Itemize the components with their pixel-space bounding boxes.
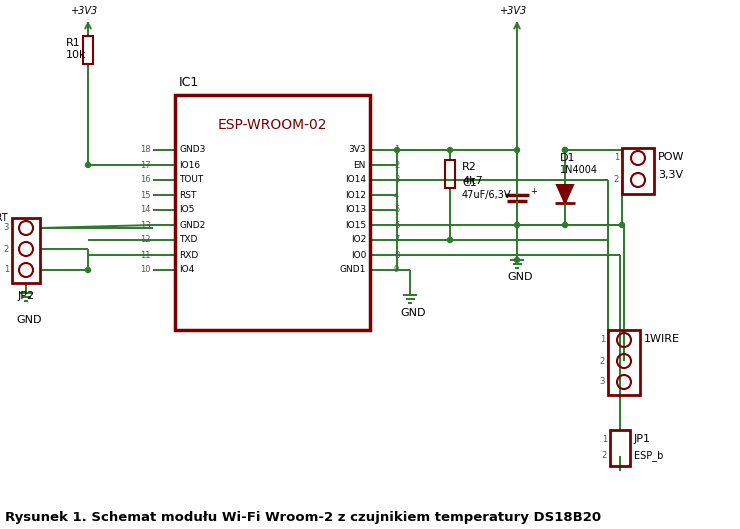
Circle shape [86, 162, 90, 168]
Text: 3: 3 [4, 223, 9, 233]
Text: 11: 11 [141, 251, 151, 260]
Text: 4k7: 4k7 [462, 176, 482, 186]
Text: Rysunek 1. Schemat modułu Wi-Fi Wroom-2 z czujnikiem temperatury DS18B20: Rysunek 1. Schemat modułu Wi-Fi Wroom-2 … [5, 510, 601, 524]
Circle shape [86, 268, 90, 272]
Circle shape [562, 223, 568, 227]
Text: 8: 8 [394, 251, 400, 260]
Text: 3: 3 [599, 378, 605, 387]
Text: TOUT: TOUT [179, 176, 204, 185]
Text: GND: GND [507, 272, 533, 282]
Text: IO4: IO4 [179, 266, 194, 275]
Bar [83, 36, 93, 64]
Text: 1WIRE: 1WIRE [644, 334, 680, 344]
Circle shape [514, 223, 519, 227]
Text: ESP_b: ESP_b [634, 450, 663, 461]
Text: EN: EN [354, 160, 366, 169]
Bar [610, 430, 630, 466]
Text: 2: 2 [602, 451, 607, 461]
Text: GND3: GND3 [179, 145, 206, 154]
Text: R1: R1 [66, 38, 81, 48]
Text: 1N4004: 1N4004 [560, 165, 598, 175]
Text: 2: 2 [394, 160, 400, 169]
Text: 2: 2 [613, 176, 619, 185]
Text: 6: 6 [394, 221, 400, 230]
Text: 3: 3 [394, 176, 400, 185]
Text: IO5: IO5 [179, 205, 195, 214]
Text: JP2: JP2 [18, 291, 35, 301]
Text: 3,3V: 3,3V [658, 170, 683, 180]
Text: ESP-WROOM-02: ESP-WROOM-02 [218, 118, 327, 132]
Text: 16: 16 [141, 176, 151, 185]
Text: 3V3: 3V3 [349, 145, 366, 154]
Text: IO14: IO14 [345, 176, 366, 185]
Circle shape [448, 148, 452, 152]
Bar [175, 95, 370, 330]
Text: 1: 1 [394, 145, 400, 154]
Text: GND: GND [16, 315, 41, 325]
Text: IC1: IC1 [179, 77, 199, 89]
Text: 12: 12 [141, 235, 151, 244]
Text: 1: 1 [602, 435, 607, 444]
Text: +: + [530, 187, 537, 196]
Text: 2: 2 [599, 357, 605, 366]
Text: GND2: GND2 [179, 221, 205, 230]
Text: ART: ART [0, 213, 9, 223]
Text: 10: 10 [141, 266, 151, 275]
Circle shape [562, 148, 568, 152]
Text: 7: 7 [394, 235, 400, 244]
Polygon shape [557, 185, 573, 203]
Circle shape [514, 148, 519, 152]
Text: TXD: TXD [179, 235, 198, 244]
Circle shape [514, 258, 519, 262]
Text: C1: C1 [462, 178, 477, 188]
Text: GND: GND [400, 308, 426, 318]
Text: 18: 18 [141, 145, 151, 154]
Text: 13: 13 [141, 221, 151, 230]
Circle shape [448, 238, 452, 242]
Bar [12, 218, 40, 283]
Text: IO12: IO12 [345, 190, 366, 199]
Circle shape [562, 148, 568, 152]
Text: IO16: IO16 [179, 160, 200, 169]
Text: IO2: IO2 [351, 235, 366, 244]
Text: IO13: IO13 [345, 205, 366, 214]
Text: D1: D1 [560, 153, 576, 163]
Text: +3V3: +3V3 [500, 6, 528, 16]
Text: IO15: IO15 [345, 221, 366, 230]
Text: 47uF/6,3V: 47uF/6,3V [462, 190, 511, 200]
Text: RXD: RXD [179, 251, 198, 260]
Text: +3V3: +3V3 [71, 6, 98, 16]
Circle shape [619, 223, 625, 227]
Text: IO0: IO0 [351, 251, 366, 260]
Text: POW: POW [658, 152, 684, 162]
Text: JP1: JP1 [634, 434, 651, 444]
Text: 10k: 10k [66, 50, 87, 60]
Text: 14: 14 [141, 205, 151, 214]
Text: 4: 4 [394, 190, 400, 199]
Bar [622, 148, 654, 194]
Text: R2: R2 [462, 162, 477, 172]
Text: 15: 15 [141, 190, 151, 199]
Circle shape [394, 148, 400, 152]
Text: RST: RST [179, 190, 196, 199]
Text: 9: 9 [394, 266, 400, 275]
Text: 1: 1 [599, 335, 605, 344]
Text: 17: 17 [141, 160, 151, 169]
Text: 2: 2 [4, 244, 9, 253]
Text: 1: 1 [613, 153, 619, 162]
Text: 1: 1 [4, 266, 9, 275]
Bar [445, 160, 455, 188]
Text: 5: 5 [394, 205, 400, 214]
Text: GND1: GND1 [340, 266, 366, 275]
Bar [608, 330, 640, 395]
